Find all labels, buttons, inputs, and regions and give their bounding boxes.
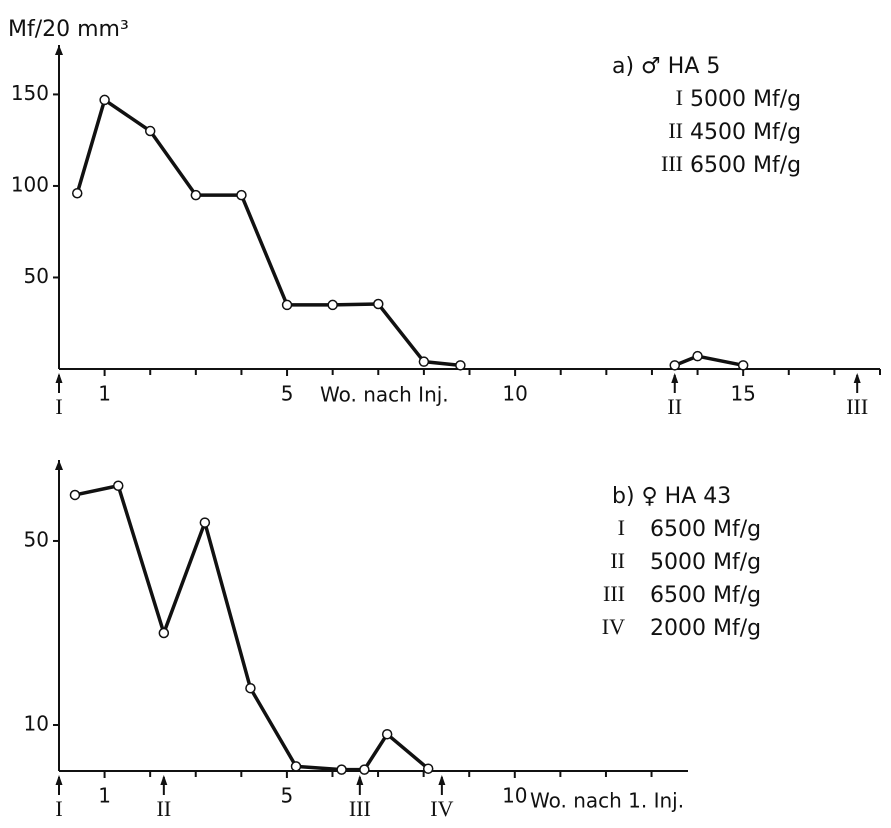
injection-arrowhead (671, 373, 679, 383)
legend-dose: 4500 Mf/g (690, 120, 801, 145)
data-point (422, 763, 434, 774)
data-point (236, 189, 247, 201)
legend-title: a) ♂ HA 5 (612, 54, 720, 79)
data-point (69, 489, 81, 501)
legend-label: III (603, 581, 625, 606)
data-point (158, 627, 170, 639)
data-point (190, 189, 202, 201)
injection-label: II (667, 394, 682, 419)
legend-dose: 5000 Mf/g (650, 550, 761, 575)
data-point (281, 299, 293, 311)
y-tick-label: 100 (11, 172, 49, 196)
injection-arrowhead (55, 775, 63, 785)
legend-label: I (676, 85, 683, 110)
legend-label: II (610, 548, 625, 573)
x-tick-label: 5 (281, 784, 294, 808)
legend-label: IV (602, 614, 625, 639)
data-point (71, 188, 83, 199)
data-point (381, 728, 393, 740)
data-point (99, 94, 110, 106)
x-tick-label: 15 (730, 382, 755, 406)
injection-arrowhead (55, 373, 63, 383)
data-line (74, 484, 430, 772)
data-point (692, 350, 703, 362)
x-tick-label: 10 (502, 382, 527, 406)
data-point (737, 360, 749, 371)
data-point (455, 360, 466, 371)
y-tick-label: 150 (11, 81, 49, 105)
x-tick-label: 1 (98, 784, 111, 808)
data-point (418, 356, 430, 367)
legend-title: b) ♀ HA 43 (612, 484, 731, 509)
data-point (245, 682, 256, 694)
legend-label: III (661, 151, 683, 176)
injection-arrowhead (438, 775, 446, 785)
injection-label: I (55, 796, 62, 821)
data-line (75, 98, 461, 368)
x-tick-label: 10 (502, 784, 527, 808)
y-axis-arrow (55, 460, 63, 470)
data-point (359, 764, 370, 775)
x-axis-label: Wo. nach Inj. (320, 383, 449, 407)
legend-dose: 2000 Mf/g (650, 616, 761, 641)
y-tick-label: 50 (24, 527, 49, 551)
data-point (669, 360, 680, 371)
x-tick-label: 5 (281, 382, 294, 406)
data-point (373, 298, 384, 310)
y-tick-label: 10 (24, 711, 49, 735)
legend-dose: 6500 Mf/g (690, 153, 801, 178)
injection-arrowhead (853, 373, 861, 383)
x-tick-label: 1 (98, 382, 111, 406)
injection-arrowhead (160, 775, 168, 785)
legend-label: II (668, 118, 683, 143)
legend-dose: 5000 Mf/g (690, 87, 801, 112)
data-point (327, 299, 338, 311)
legend-dose: 6500 Mf/g (650, 517, 761, 542)
y-axis-arrow (55, 45, 63, 55)
data-point (336, 764, 347, 775)
legend-dose: 6500 Mf/g (650, 583, 761, 608)
legend-label: I (618, 515, 625, 540)
injection-label: II (157, 796, 172, 821)
data-line (674, 354, 744, 368)
y-axis-label: Mf/20 mm³ (8, 17, 129, 42)
injection-arrowhead (356, 775, 364, 785)
data-point (144, 125, 156, 137)
x-axis-label: Wo. nach 1. Inj. (530, 789, 684, 813)
data-point (113, 480, 124, 492)
injection-label: III (349, 796, 371, 821)
data-point (290, 761, 302, 772)
data-point (199, 517, 211, 528)
y-tick-label: 50 (24, 264, 49, 288)
injection-label: I (55, 394, 62, 419)
injection-label: III (846, 394, 868, 419)
injection-label: IV (430, 796, 453, 821)
